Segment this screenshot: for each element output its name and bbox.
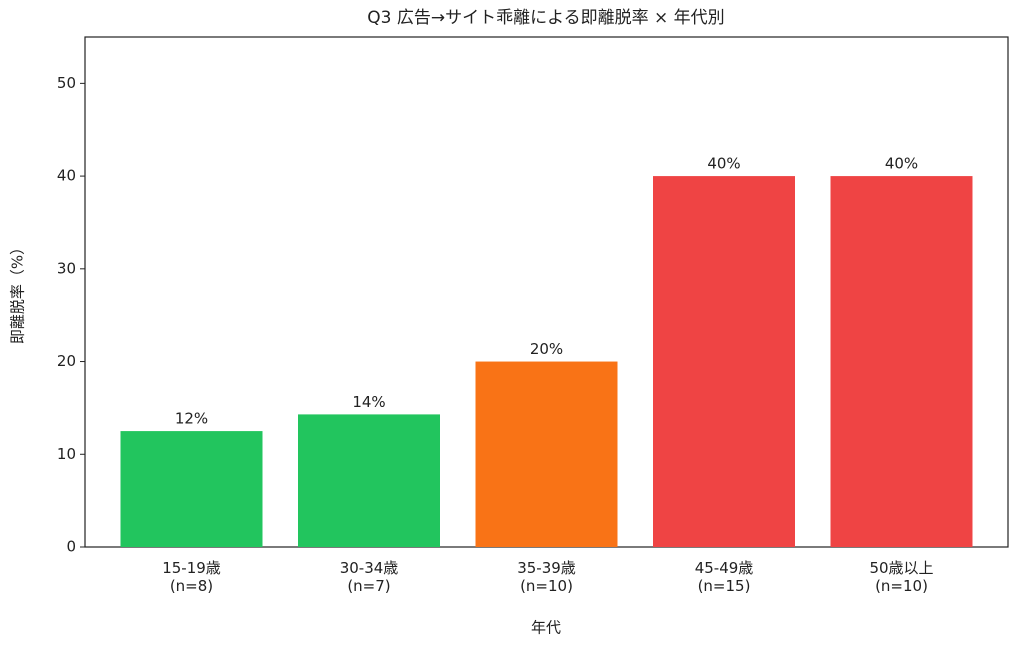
value-label: 12% <box>175 410 208 428</box>
x-tick-label: 45-49歳 (n=15) <box>694 559 754 595</box>
y-tick-label: 10 <box>57 445 76 463</box>
x-tick-label: 50歳以上 (n=10) <box>869 559 934 595</box>
bar <box>475 361 618 547</box>
x-axis-label: 年代 <box>531 619 561 637</box>
y-axis-label: 即離脱率（%） <box>9 240 27 344</box>
y-tick-label: 0 <box>66 538 76 556</box>
y-tick-label: 50 <box>57 74 76 92</box>
x-tick-label: 15-19歳 (n=8) <box>162 559 221 595</box>
value-label: 20% <box>530 340 563 358</box>
x-tick-label: 30-34歳 (n=7) <box>339 559 399 595</box>
bar <box>653 176 795 547</box>
x-tick-label: 35-39歳 (n=10) <box>517 559 576 595</box>
value-label: 14% <box>352 393 385 411</box>
y-tick-label: 20 <box>57 352 76 370</box>
chart-title: Q3 広告→サイト乖離による即離脱率 × 年代別 <box>367 8 724 28</box>
bar <box>830 176 973 547</box>
value-label: 40% <box>707 155 740 173</box>
y-tick-label: 30 <box>57 259 76 277</box>
y-tick-label: 40 <box>57 167 76 185</box>
value-label: 40% <box>885 155 918 173</box>
bar <box>120 431 263 547</box>
bar <box>298 414 440 547</box>
